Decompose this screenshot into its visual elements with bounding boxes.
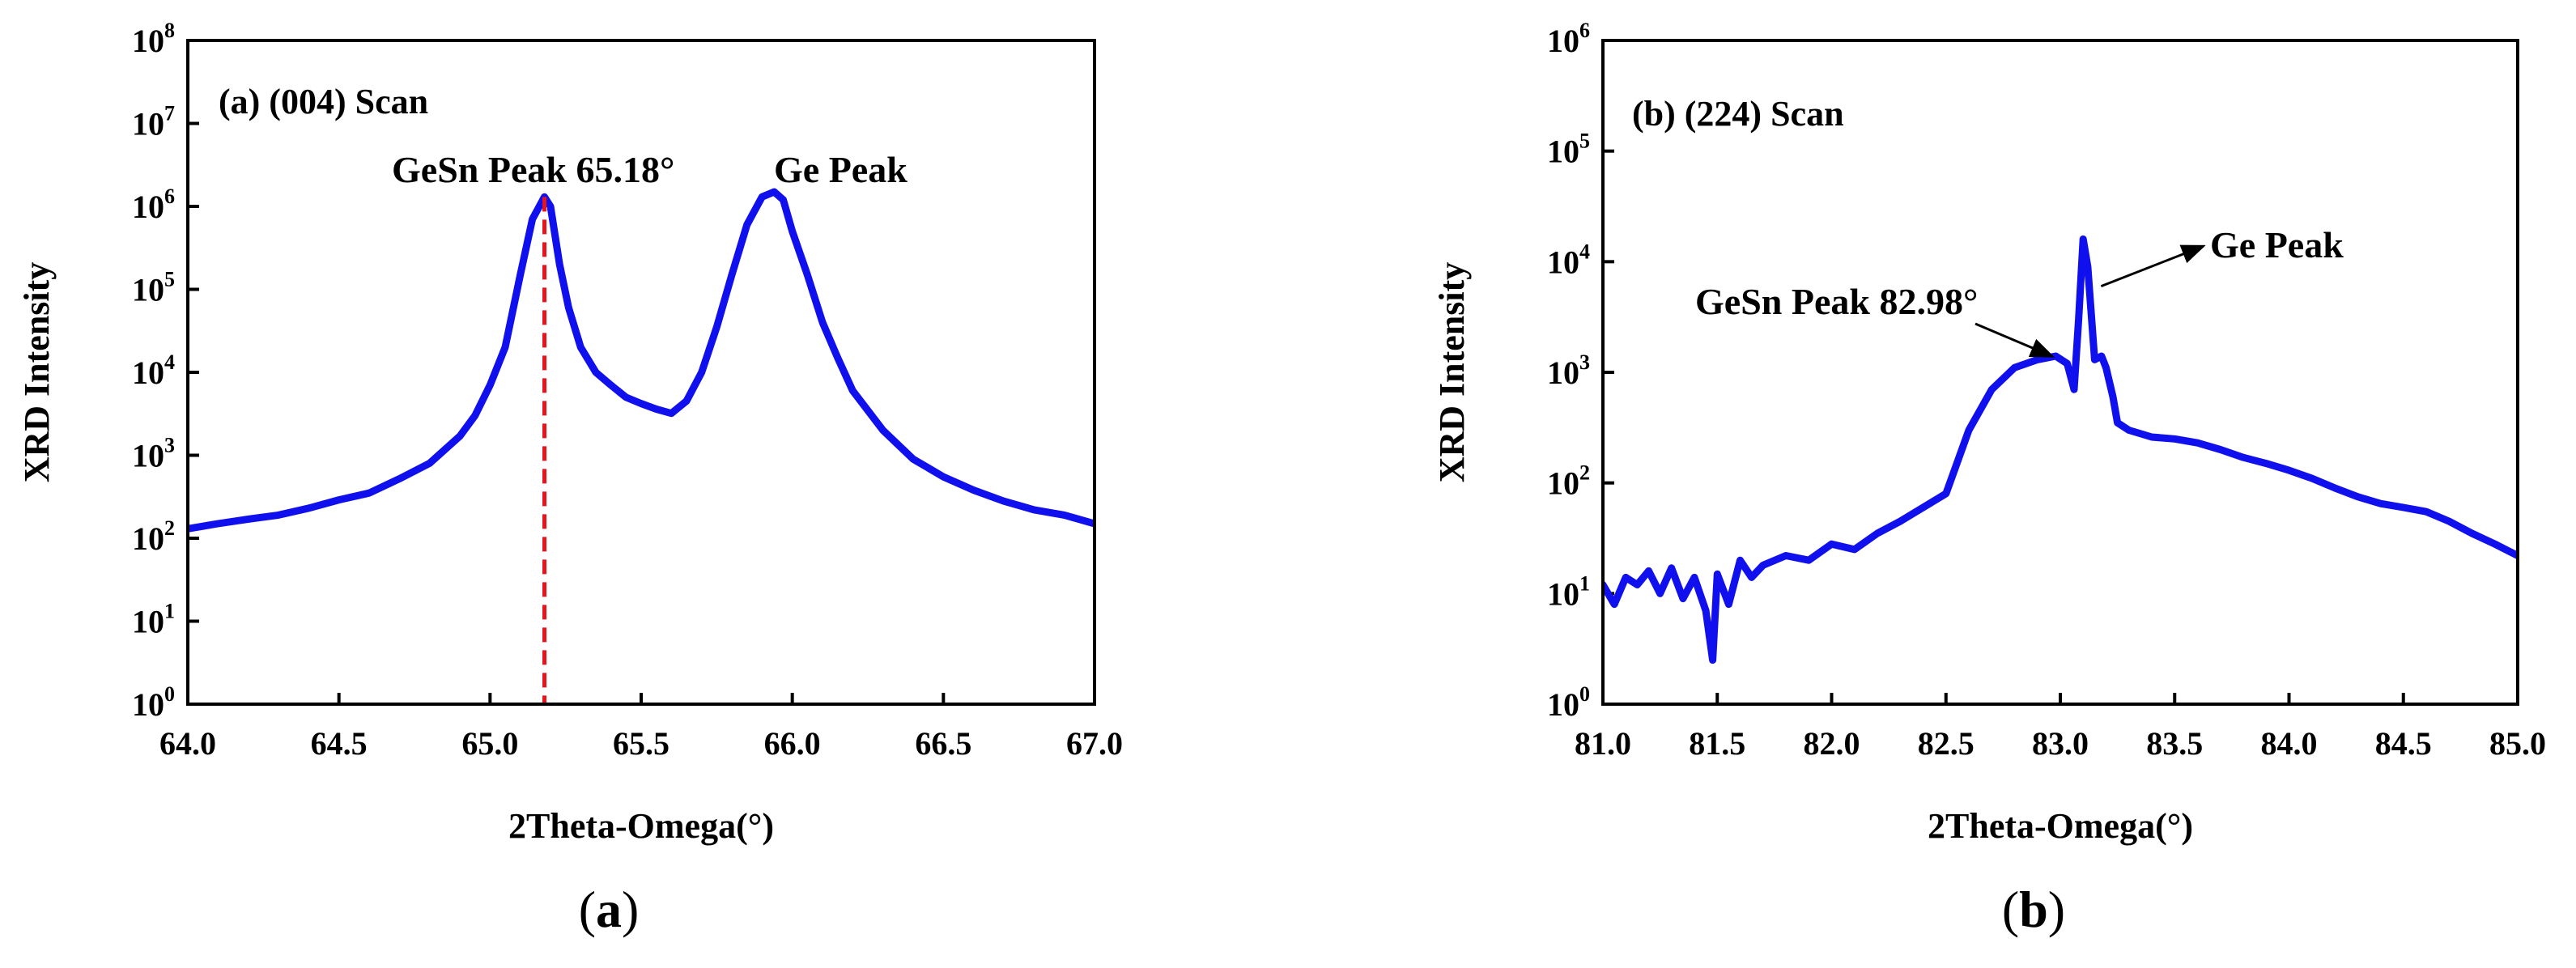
x-tick-label: 66.5 [915, 725, 971, 762]
y-tick-label: 102 [1547, 461, 1590, 502]
plot-frame [1601, 39, 2519, 706]
series-line [1603, 235, 2518, 664]
y-tick-label: 107 [132, 102, 175, 142]
annotation-arrow [2100, 244, 2206, 288]
y-tick-label: 105 [132, 268, 175, 308]
peak-annotation: GeSn Peak 82.98° [1695, 281, 1978, 322]
panel-label: (a) (004) Scan [219, 82, 428, 121]
y-tick-label: 101 [1547, 571, 1590, 612]
x-tick-label: 66.0 [764, 725, 821, 762]
x-axis-title: 2Theta-Omega(°) [1928, 806, 2193, 846]
peak-annotation: GeSn Peak 65.18° [392, 149, 674, 190]
x-tick-label: 65.5 [613, 725, 670, 762]
y-tick-label: 103 [1547, 350, 1590, 391]
x-tick-label: 67.0 [1066, 725, 1123, 762]
y-tick-label: 108 [132, 19, 175, 59]
x-tick-label: 82.5 [1918, 725, 1975, 762]
x-axis-title: 2Theta-Omega(°) [508, 806, 774, 846]
plot-frame [186, 39, 1096, 706]
y-tick-label: 106 [1547, 19, 1590, 59]
x-tick-label: 85.0 [2489, 725, 2546, 762]
x-tick-label: 64.0 [159, 725, 216, 762]
y-tick-label: 106 [132, 185, 175, 225]
peak-annotation: Ge Peak [2210, 224, 2344, 265]
y-tick-label: 100 [1547, 682, 1590, 723]
chart-panel-b: 100 101 102 103 104 105 106 81.0 81.5 82.0 82.5 83.… [1432, 19, 2546, 938]
x-tick-label: 84.5 [2375, 725, 2432, 762]
y-axis-title: XRD Intensity [1432, 262, 1472, 483]
y-tick-label: 101 [132, 600, 175, 640]
x-tick-label: 84.0 [2261, 725, 2318, 762]
x-tick-label: 81.0 [1575, 725, 1631, 762]
y-tick-label: 102 [132, 516, 175, 557]
y-tick-label: 100 [132, 682, 175, 723]
y-tick-label: 104 [132, 350, 175, 391]
series-line [188, 188, 1095, 533]
panel-label: (b) (224) Scan [1632, 94, 1844, 134]
x-tick-label: 82.0 [1804, 725, 1860, 762]
x-tick-label: 83.0 [2032, 725, 2089, 762]
y-tick-label: 103 [132, 434, 175, 474]
x-tick-label: 81.5 [1689, 725, 1745, 762]
chart-panel-a: 100 101 102 103 104 105 106 107 108 64.0 64.5 65.0 6… [17, 19, 1123, 938]
figure-caption: (b) [2002, 881, 2065, 938]
x-tick-label: 65.0 [461, 725, 518, 762]
x-tick-label: 83.5 [2146, 725, 2203, 762]
peak-annotation: Ge Peak [774, 149, 908, 190]
y-tick-label: 104 [1547, 240, 1590, 280]
annotation-arrow [1975, 322, 2055, 358]
y-axis-title: XRD Intensity [17, 262, 57, 483]
figure-caption: (a) [579, 881, 640, 938]
x-tick-label: 64.5 [311, 725, 368, 762]
y-tick-label: 105 [1547, 129, 1590, 170]
